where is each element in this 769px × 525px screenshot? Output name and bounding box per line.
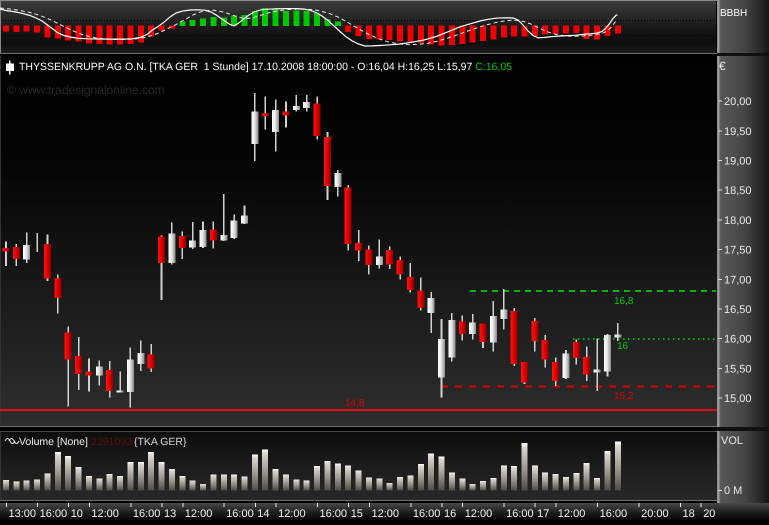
svg-text:16,50: 16,50 <box>724 304 752 316</box>
svg-text:12:00: 12:00 <box>465 508 493 520</box>
svg-text:0 M: 0 M <box>724 485 742 497</box>
svg-text:14: 14 <box>257 508 269 520</box>
svg-text:© www.tradesignalonline.com: © www.tradesignalonline.com <box>7 83 165 97</box>
svg-text:20,00: 20,00 <box>724 96 752 108</box>
svg-text:19,00: 19,00 <box>724 156 752 168</box>
svg-text:€: € <box>719 59 726 73</box>
svg-text:15: 15 <box>351 508 363 520</box>
svg-text:15,2: 15,2 <box>614 391 634 402</box>
svg-text:17,00: 17,00 <box>724 274 752 286</box>
svg-text:13:00: 13:00 <box>9 508 37 520</box>
svg-text:16:00: 16:00 <box>506 508 534 520</box>
svg-text:14,8: 14,8 <box>345 398 365 409</box>
svg-text:17,50: 17,50 <box>724 245 752 257</box>
svg-text:12:00: 12:00 <box>558 508 586 520</box>
svg-text:12:00: 12:00 <box>185 508 213 520</box>
svg-text:16,8: 16,8 <box>614 296 634 307</box>
svg-text:16: 16 <box>617 341 629 352</box>
svg-text:16:00: 16:00 <box>226 508 254 520</box>
svg-text:16:00: 16:00 <box>40 508 68 520</box>
svg-text:THYSSENKRUPP AG O.N. [TKA GER: THYSSENKRUPP AG O.N. [TKA GER 1 Stunde] … <box>19 61 512 73</box>
svg-text:16,00: 16,00 <box>724 334 752 346</box>
svg-text:Volume [None]: Volume [None] <box>19 436 88 448</box>
svg-text:16:00: 16:00 <box>133 508 161 520</box>
svg-text:12:00: 12:00 <box>278 508 306 520</box>
svg-text:15,00: 15,00 <box>724 393 752 405</box>
svg-text:15,50: 15,50 <box>724 363 752 375</box>
svg-text:20:00: 20:00 <box>641 508 669 520</box>
svg-text:19,50: 19,50 <box>724 126 752 138</box>
svg-text:VOL: VOL <box>721 435 743 447</box>
svg-text:13: 13 <box>164 508 176 520</box>
svg-text:2291093: 2291093 <box>91 436 132 448</box>
svg-text:12:00: 12:00 <box>372 508 400 520</box>
svg-text:18: 18 <box>683 508 695 520</box>
svg-text:20: 20 <box>703 508 715 520</box>
svg-text:16:00: 16:00 <box>320 508 348 520</box>
svg-text:16:00: 16:00 <box>413 508 441 520</box>
svg-text:BBBH: BBBH <box>720 8 747 19</box>
svg-text:12:00: 12:00 <box>91 508 119 520</box>
svg-text:16:00: 16:00 <box>600 508 628 520</box>
svg-text:18,50: 18,50 <box>724 185 752 197</box>
svg-text:17: 17 <box>537 508 549 520</box>
svg-text:{TKA GER}: {TKA GER} <box>134 436 187 448</box>
svg-text:18,00: 18,00 <box>724 215 752 227</box>
svg-text:16: 16 <box>444 508 456 520</box>
svg-text:10: 10 <box>71 508 83 520</box>
